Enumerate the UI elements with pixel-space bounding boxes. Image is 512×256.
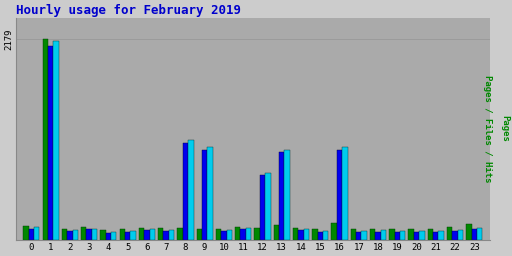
Bar bbox=[458, 230, 463, 240]
Bar bbox=[202, 150, 207, 240]
Bar bbox=[375, 232, 381, 240]
Bar bbox=[419, 231, 424, 240]
Bar bbox=[169, 230, 174, 240]
Bar bbox=[120, 229, 125, 240]
Bar bbox=[389, 229, 395, 240]
Bar bbox=[48, 46, 53, 240]
Bar bbox=[62, 229, 67, 240]
Bar bbox=[293, 228, 298, 240]
Text: Hourly usage for February 2019: Hourly usage for February 2019 bbox=[16, 4, 241, 17]
Bar bbox=[370, 229, 375, 240]
Bar bbox=[131, 231, 136, 240]
Bar bbox=[227, 230, 232, 240]
Bar bbox=[216, 229, 221, 240]
Bar bbox=[163, 231, 169, 240]
Bar bbox=[452, 231, 458, 240]
Bar bbox=[158, 228, 163, 240]
Bar bbox=[260, 175, 265, 240]
Bar bbox=[351, 229, 356, 240]
Y-axis label: Pages / Files / Hits: Pages / Files / Hits bbox=[483, 76, 493, 183]
Bar bbox=[433, 232, 438, 240]
Bar bbox=[197, 229, 202, 240]
Bar bbox=[139, 228, 144, 240]
Bar bbox=[144, 230, 150, 240]
Bar bbox=[87, 229, 92, 240]
Bar bbox=[183, 143, 188, 240]
Bar bbox=[409, 229, 414, 240]
Text: Pages: Pages bbox=[500, 115, 509, 141]
Bar bbox=[428, 229, 433, 240]
Bar bbox=[100, 230, 105, 240]
Bar bbox=[466, 224, 472, 240]
Bar bbox=[81, 227, 87, 240]
Bar bbox=[105, 233, 111, 240]
Bar bbox=[337, 150, 342, 240]
Bar bbox=[221, 231, 227, 240]
Bar bbox=[361, 231, 367, 240]
Bar bbox=[438, 231, 444, 240]
Bar bbox=[381, 230, 386, 240]
Bar bbox=[312, 229, 317, 240]
Bar bbox=[207, 147, 213, 240]
Bar bbox=[331, 223, 337, 240]
Bar bbox=[67, 231, 73, 240]
Bar bbox=[150, 229, 155, 240]
Bar bbox=[241, 229, 246, 240]
Bar bbox=[92, 229, 97, 240]
Bar bbox=[188, 140, 194, 240]
Bar bbox=[342, 147, 348, 240]
Bar bbox=[414, 232, 419, 240]
Bar bbox=[298, 230, 304, 240]
Bar bbox=[111, 232, 116, 240]
Bar bbox=[279, 152, 284, 240]
Bar bbox=[73, 230, 78, 240]
Bar bbox=[34, 227, 39, 240]
Bar bbox=[356, 232, 361, 240]
Bar bbox=[395, 232, 400, 240]
Bar bbox=[284, 150, 290, 240]
Bar bbox=[447, 227, 452, 240]
Bar bbox=[23, 226, 29, 240]
Bar bbox=[42, 39, 48, 240]
Bar bbox=[323, 231, 328, 240]
Bar bbox=[472, 229, 477, 240]
Bar bbox=[265, 173, 270, 240]
Bar bbox=[235, 227, 241, 240]
Bar bbox=[477, 228, 482, 240]
Bar bbox=[246, 228, 251, 240]
Bar bbox=[254, 228, 260, 240]
Bar bbox=[177, 228, 183, 240]
Bar bbox=[125, 232, 131, 240]
Bar bbox=[53, 41, 59, 240]
Bar bbox=[273, 225, 279, 240]
Bar bbox=[29, 229, 34, 240]
Bar bbox=[317, 232, 323, 240]
Bar bbox=[304, 229, 309, 240]
Bar bbox=[400, 231, 406, 240]
